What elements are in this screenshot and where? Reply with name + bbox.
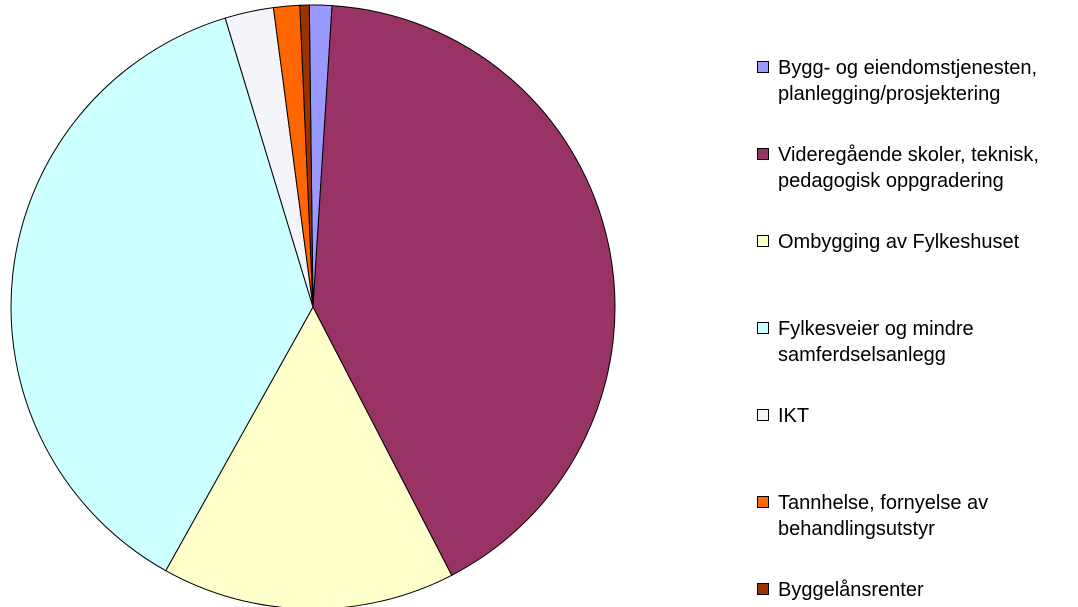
pie-slice xyxy=(165,305,453,607)
legend-swatch xyxy=(757,61,769,73)
legend-label: Bygg- og eiendomstjenesten, planlegging/… xyxy=(778,57,1038,105)
legend-swatch xyxy=(757,235,769,247)
legend-label: Fylkesveier og mindre samferdselsanlegg xyxy=(778,318,974,366)
legend-label: Ombygging av Fylkeshuset xyxy=(778,231,1020,253)
legend-swatch xyxy=(757,496,769,508)
pie-slice xyxy=(312,5,616,576)
legend-label: Byggelånsrenter xyxy=(778,579,924,601)
legend-swatch xyxy=(757,148,769,160)
legend-swatch xyxy=(757,583,769,595)
legend-label: Tannhelse, fornyelse av behandlingsutsty… xyxy=(778,492,989,540)
legend-label: IKT xyxy=(778,405,810,427)
pie-chart xyxy=(10,4,616,607)
legend-label: Videregående skoler, teknisk, pedagogisk… xyxy=(778,144,1039,192)
pie-slice xyxy=(299,4,314,308)
pie-slice xyxy=(10,17,314,572)
legend-swatch xyxy=(757,409,769,421)
legend-swatch xyxy=(757,322,769,334)
